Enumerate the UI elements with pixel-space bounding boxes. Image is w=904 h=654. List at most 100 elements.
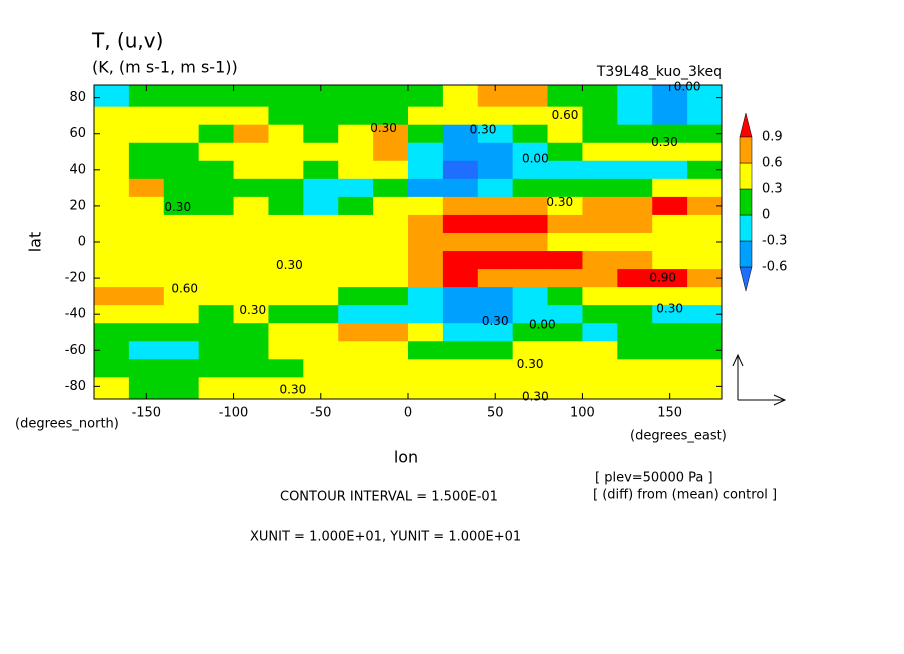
field-cell <box>652 287 688 306</box>
field-cell <box>303 214 339 234</box>
field-cell <box>477 142 514 162</box>
field-cell <box>233 178 269 198</box>
contour-label: 0.30 <box>482 314 509 328</box>
contour-label: 0.90 <box>649 271 676 285</box>
field-cell <box>408 196 444 216</box>
y-tick-label: 60 <box>69 126 86 141</box>
contour-label: 0.30 <box>517 357 544 371</box>
y-tick-label: -40 <box>65 307 86 322</box>
field-cell <box>268 269 304 288</box>
field-cell <box>652 196 688 216</box>
field-cell <box>94 287 130 306</box>
field-cell <box>163 269 200 288</box>
field-cell <box>373 232 409 252</box>
field-cell <box>408 341 444 360</box>
chart-subtitle: (K, (m s-1, m s-1)) <box>92 58 238 77</box>
field-cell <box>163 359 200 378</box>
field-cell <box>233 214 269 234</box>
field <box>94 85 723 400</box>
field-cell <box>94 85 130 108</box>
field-cell <box>128 142 165 162</box>
x-tick-label: 50 <box>487 406 504 421</box>
y-tick-label: -20 <box>65 271 86 286</box>
field-cell <box>338 106 374 126</box>
field-cell <box>582 341 618 360</box>
field-cell <box>617 214 653 234</box>
colorbar-segment <box>739 136 753 164</box>
field-cell <box>338 85 374 108</box>
field-cell <box>477 305 514 324</box>
contour-label: 0.60 <box>171 281 198 295</box>
field-cell <box>617 359 653 378</box>
field-cell <box>408 160 444 180</box>
contour-label: 0.00 <box>522 151 549 165</box>
field-cell <box>442 160 479 180</box>
field-cell <box>408 359 444 378</box>
field-cell <box>303 269 339 288</box>
field-cell <box>617 106 653 126</box>
field-cell <box>233 305 269 324</box>
y-tick-label: 40 <box>69 162 86 177</box>
field-cell <box>687 214 723 234</box>
field-cell <box>303 305 339 324</box>
field-cell <box>617 305 653 324</box>
field-cell <box>512 85 549 108</box>
field-cell <box>338 160 374 180</box>
contour-interval: CONTOUR INTERVAL = 1.500E-01 <box>280 490 498 505</box>
field-cell <box>373 287 409 306</box>
contour-label: 0.30 <box>651 135 678 149</box>
field-cell <box>373 106 409 126</box>
field-cell <box>652 377 688 400</box>
field-cell <box>512 269 549 288</box>
contour-label: 0.30 <box>276 258 303 272</box>
field-cell <box>582 160 618 180</box>
field-cell <box>477 287 514 306</box>
field-cell <box>477 341 514 360</box>
field-cell <box>94 305 130 324</box>
colorbar-segment <box>739 162 753 190</box>
field-cell <box>303 323 339 342</box>
field-cell <box>94 269 130 288</box>
field-cell <box>268 142 304 162</box>
field-cell <box>373 142 409 162</box>
field-cell <box>547 377 583 400</box>
field-cell <box>477 178 514 198</box>
field-cell <box>128 178 165 198</box>
colorbar-label: 0.3 <box>762 182 783 197</box>
field-cell <box>477 214 514 234</box>
field-cell <box>94 232 130 252</box>
field-cell <box>652 341 688 360</box>
colorbar-label: 0 <box>762 208 770 223</box>
field-cell <box>233 196 269 216</box>
field-cell <box>94 106 130 126</box>
field-cell <box>442 305 479 324</box>
field-cell <box>512 251 549 270</box>
x-tick-label: 150 <box>657 406 682 421</box>
field-cell <box>687 377 723 400</box>
field-cell <box>652 305 688 324</box>
field-cell <box>338 214 374 234</box>
field-cell <box>94 196 130 216</box>
field-cell <box>268 359 304 378</box>
colorbar-segment <box>739 214 753 242</box>
field-cell <box>512 142 549 162</box>
field-cell <box>547 160 583 180</box>
field-cell <box>442 251 479 270</box>
field-cell <box>442 106 479 126</box>
field-cell <box>163 178 200 198</box>
field-cell <box>373 124 409 144</box>
field-cell <box>547 305 583 324</box>
field-cell <box>268 377 304 400</box>
field-cell <box>547 269 583 288</box>
colorbar-label: -0.3 <box>762 234 787 249</box>
field-cell <box>338 232 374 252</box>
field-cell <box>617 251 653 270</box>
field-cell <box>303 124 339 144</box>
field-cell <box>582 142 618 162</box>
field-cell <box>442 377 479 400</box>
field-cell <box>547 214 583 234</box>
colorbar-segment <box>739 266 753 292</box>
field-cell <box>373 214 409 234</box>
field-cell <box>687 359 723 378</box>
field-cell <box>163 142 200 162</box>
